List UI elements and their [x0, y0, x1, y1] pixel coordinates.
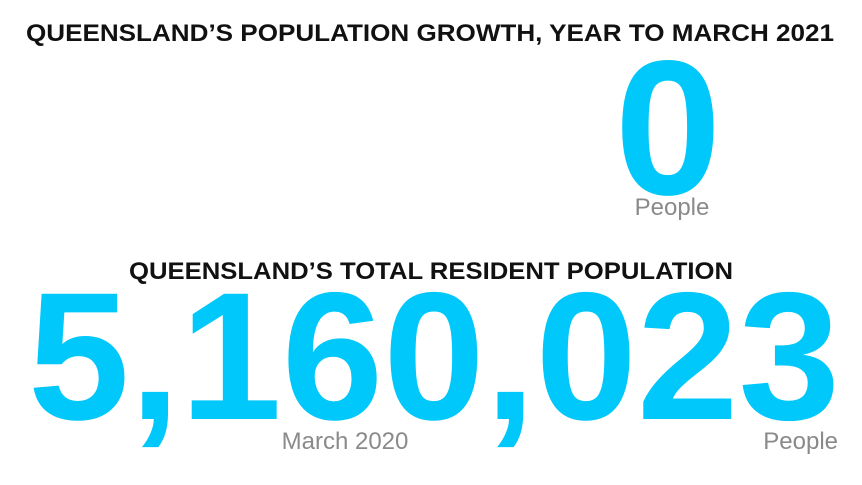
growth-unit: People	[635, 194, 710, 221]
population-date: March 2020	[282, 428, 409, 455]
growth-number: 0	[615, 20, 722, 235]
growth-title: QUEENSLAND’S POPULATION GROWTH, YEAR TO …	[26, 20, 834, 47]
population-unit: People	[763, 428, 838, 455]
population-title: QUEENSLAND’S TOTAL RESIDENT POPULATION	[129, 258, 733, 285]
population-number: 5,160,023	[28, 254, 840, 458]
